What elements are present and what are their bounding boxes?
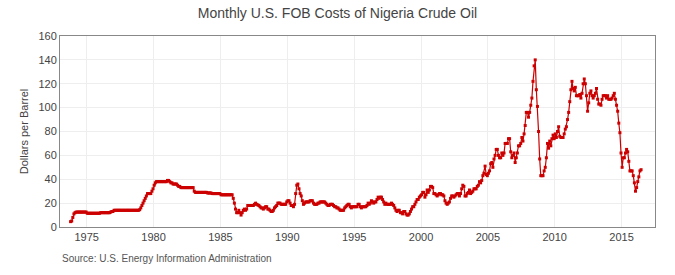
- svg-text:2015: 2015: [609, 231, 633, 243]
- svg-text:1990: 1990: [275, 231, 299, 243]
- svg-text:1975: 1975: [74, 231, 98, 243]
- svg-text:1995: 1995: [342, 231, 366, 243]
- svg-text:160: 160: [38, 30, 56, 42]
- svg-text:Source: U.S. Energy Informatio: Source: U.S. Energy Information Administ…: [62, 253, 272, 264]
- svg-text:2000: 2000: [409, 231, 433, 243]
- svg-text:80: 80: [45, 125, 57, 137]
- svg-text:100: 100: [38, 101, 56, 113]
- svg-text:Monthly U.S. FOB Costs of Nige: Monthly U.S. FOB Costs of Nigeria Crude …: [198, 5, 477, 21]
- svg-text:140: 140: [38, 54, 56, 66]
- svg-text:2005: 2005: [476, 231, 500, 243]
- svg-text:40: 40: [45, 173, 57, 185]
- svg-text:20: 20: [45, 197, 57, 209]
- svg-text:0: 0: [51, 221, 57, 233]
- svg-text:Dollars per Barrel: Dollars per Barrel: [18, 89, 30, 175]
- svg-text:2010: 2010: [542, 231, 566, 243]
- svg-text:60: 60: [45, 149, 57, 161]
- svg-text:1980: 1980: [141, 231, 165, 243]
- svg-text:120: 120: [38, 78, 56, 90]
- svg-text:1985: 1985: [208, 231, 232, 243]
